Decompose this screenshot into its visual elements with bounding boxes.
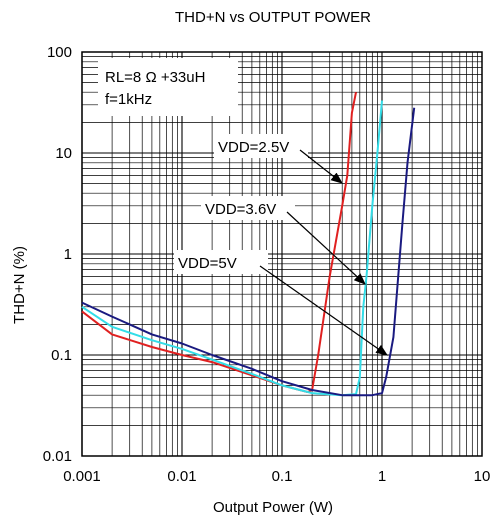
y-tick-label: 1 [64, 246, 72, 263]
chart-title: THD+N vs OUTPUT POWER [175, 9, 371, 26]
annotations: VDD=2.5V VDD=3.6V VDD=5V [174, 134, 388, 356]
annotation-background [214, 134, 308, 158]
annotation-arrow [299, 149, 343, 184]
annotation-label: VDD=5V [178, 255, 237, 272]
x-tick-label: 0.01 [167, 468, 196, 485]
test-conditions-box: RL=8 Ω +33uH f=1kHz [98, 58, 238, 116]
annotation-label: VDD=3.6V [205, 201, 276, 218]
y-tick-label: 0.01 [43, 448, 72, 465]
condition-text: RL=8 Ω +33uH [105, 69, 205, 86]
x-axis-label: Output Power (W) [213, 499, 333, 516]
annotation-background [174, 250, 268, 274]
series-line [81, 100, 383, 397]
data-series [81, 92, 416, 397]
x-tick-label: 0.1 [272, 468, 293, 485]
annotation-label: VDD=2.5V [218, 139, 289, 156]
annotation-background [201, 196, 295, 220]
y-tick-label: 10 [55, 145, 72, 162]
y-tick-label: 100 [47, 44, 72, 61]
series-line [81, 107, 416, 397]
y-axis-label: THD+N (%) [11, 246, 28, 324]
axis-ticks: 0.001 0.01 0.1 1 10 100 10 1 0.1 0.01 [43, 44, 491, 485]
annotation-arrow [286, 211, 366, 285]
x-tick-label: 1 [378, 468, 386, 485]
conditions-box-background [98, 58, 238, 116]
x-tick-label: 10 [474, 468, 491, 485]
y-tick-label: 0.1 [51, 347, 72, 364]
condition-text: f=1kHz [105, 91, 152, 108]
plot-frame [81, 51, 483, 457]
annotation-arrow [259, 265, 388, 356]
x-tick-label: 0.001 [63, 468, 101, 485]
